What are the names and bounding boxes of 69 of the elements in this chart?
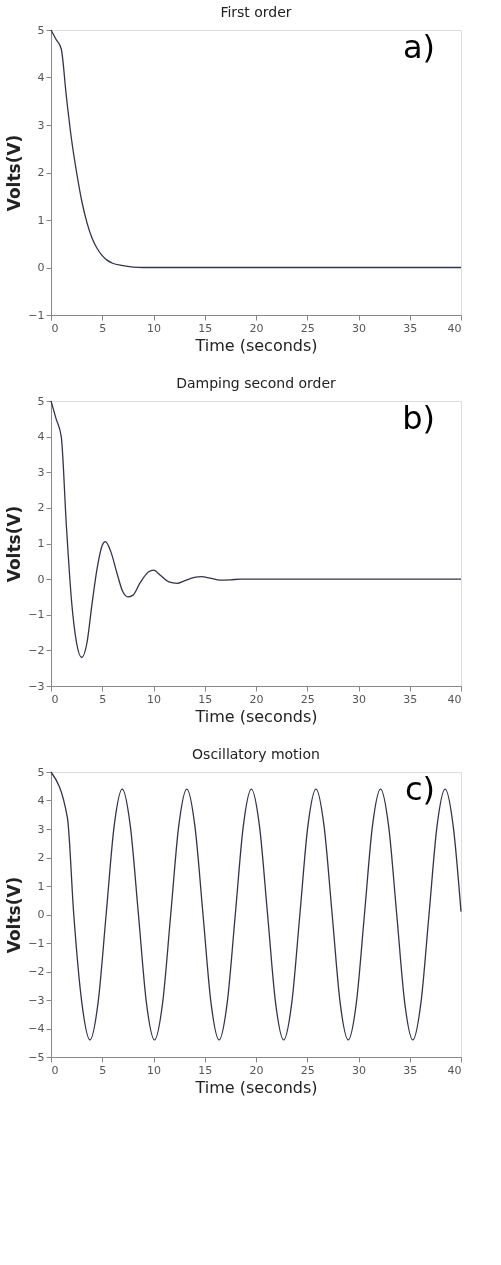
y-tick-label: 2 [37,851,45,864]
chart-title: Damping second order [176,375,337,391]
y-tick-label: 1 [37,537,45,550]
x-tick-label: 10 [147,1063,161,1077]
y-tick-label: −2 [28,965,45,978]
x-tick-label: 15 [198,1063,213,1077]
x-tick-label: 30 [352,321,366,335]
x-tick-label: 15 [198,692,213,706]
y-tick-label: −1 [28,608,45,622]
x-axis-title: Time (seconds) [194,335,318,355]
line-series [50,400,462,659]
x-tick-label: 10 [147,321,161,335]
y-tick-label: 1 [37,879,45,893]
y-tick-label: 4 [37,794,45,807]
x-tick-label: 10 [147,692,161,706]
y-tick-label: 0 [37,261,45,274]
x-tick-label: 40 [447,321,462,335]
x-tick-label: 25 [300,1063,315,1077]
x-tick-label: 5 [99,1063,107,1077]
x-tick-label: 40 [447,692,462,706]
y-tick-label: 3 [37,118,45,132]
x-tick-label: 40 [447,1063,462,1077]
y-tick-label: 4 [37,71,45,84]
x-tick-label: 25 [300,321,315,335]
x-tick-label: 0 [51,321,59,335]
chart-title: Oscillatory motion [192,746,320,762]
y-tick-label: 3 [37,822,45,836]
x-tick-label: 25 [300,692,315,706]
y-tick-label: 4 [37,430,45,444]
y-tick-label: −5 [28,1050,45,1064]
line-series [50,771,462,1041]
y-tick-label: 0 [37,908,45,921]
y-tick-label: −1 [28,936,45,950]
x-tick-label: 5 [99,692,107,706]
x-tick-label: 0 [51,1063,59,1077]
y-tick-label: −3 [28,993,45,1007]
y-tick-label: 0 [37,572,45,586]
y-tick-label: −4 [28,1022,45,1035]
y-tick-label: −2 [28,643,45,657]
x-tick-label: 5 [99,321,107,335]
x-tick-label: 20 [249,321,264,335]
y-tick-label: 5 [37,23,45,37]
y-tick-label: 1 [37,213,45,227]
annotation: b) [402,399,435,437]
annotation: c) [404,770,435,808]
y-tick-label: −3 [28,679,45,693]
y-tick-label: 2 [37,166,45,179]
x-tick-label: 20 [249,1063,264,1077]
y-tick-label: 3 [37,465,45,479]
y-axis-title: Volts(V) [4,134,25,212]
x-tick-label: 35 [403,321,418,335]
y-tick-label: −1 [28,308,45,322]
x-axis-title: Time (seconds) [194,706,318,726]
annotation: a) [402,28,435,66]
y-axis-title: Volts(V) [4,505,25,583]
line-series [50,29,462,269]
y-tick-label: 5 [37,394,45,408]
x-axis-title: Time (seconds) [194,1077,318,1097]
x-tick-label: 35 [403,692,418,706]
x-tick-label: 35 [403,1063,418,1077]
chart-title: First order [220,4,292,20]
x-tick-label: 30 [352,1063,366,1077]
y-tick-label: 2 [37,501,45,515]
x-tick-label: 20 [249,692,264,706]
y-tick-label: 5 [37,765,45,779]
x-tick-label: 0 [51,692,59,706]
x-tick-label: 15 [198,321,213,335]
x-tick-label: 30 [352,692,366,706]
y-axis-title: Volts(V) [4,876,25,954]
